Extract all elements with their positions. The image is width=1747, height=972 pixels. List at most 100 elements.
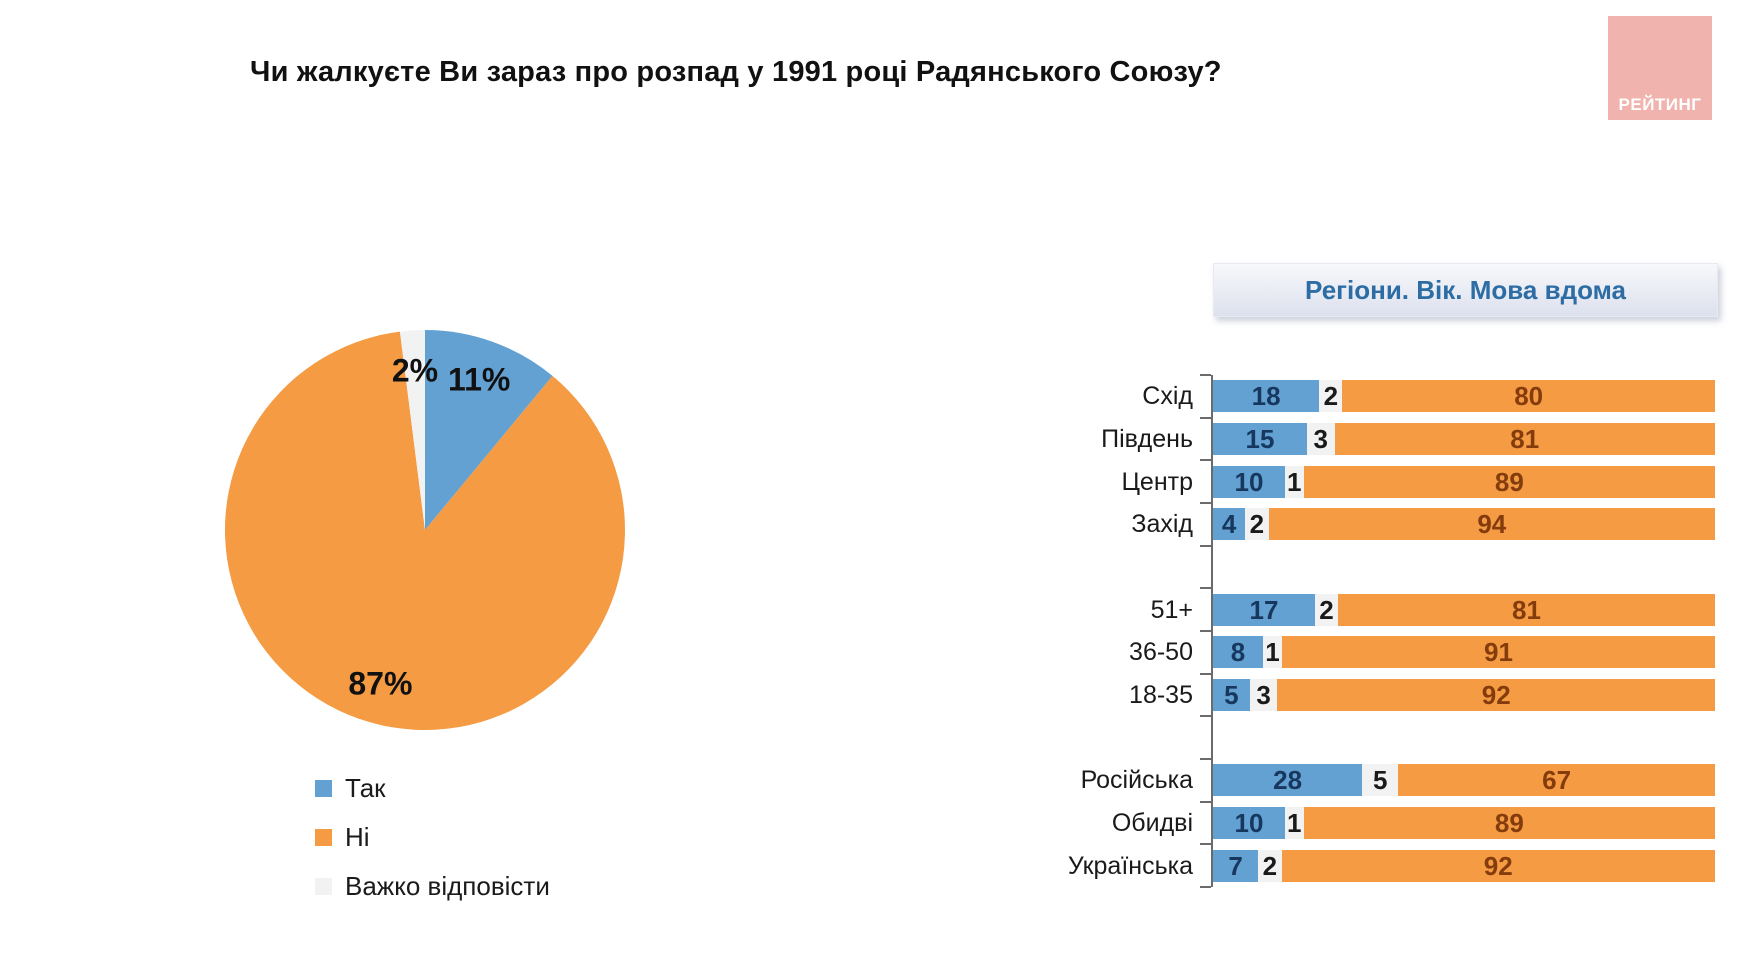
bar-value: 67	[1542, 765, 1572, 796]
bar-row: 18-35 5 3 92	[1129, 679, 1715, 711]
bar-category-label: Обидві	[1111, 809, 1193, 837]
axis-tick	[1200, 374, 1211, 376]
breakdown-header: Регіони. Вік. Мова вдома	[1213, 263, 1718, 317]
legend-label: Ні	[345, 821, 370, 852]
bar-segment: 67	[1398, 764, 1715, 797]
bar-value: 89	[1494, 466, 1524, 497]
rating-logo: РЕЙТИНГ	[1608, 16, 1712, 120]
pie-slice-label: 11%	[448, 362, 510, 398]
bar-category-label: 51+	[1150, 595, 1193, 624]
bar-segment: 3	[1307, 423, 1335, 455]
bar-row: Захід 4 2 94	[1131, 508, 1716, 541]
bar-row: Південь 15 3 81	[1101, 423, 1715, 455]
legend-label: Так	[345, 772, 386, 803]
legend-swatch	[315, 877, 332, 895]
axis-tick	[1200, 715, 1211, 718]
bar-segment: 18	[1213, 380, 1320, 413]
bar-segment: 8	[1213, 636, 1263, 669]
bar-value: 91	[1483, 637, 1513, 668]
page-title: Чи жалкуєте Ви зараз про розпад у 1991 р…	[250, 56, 1222, 88]
bar-segment: 80	[1342, 380, 1715, 413]
bar-segment: 4	[1213, 508, 1246, 541]
bar-value: 2	[1249, 509, 1265, 540]
bar-segment: 2	[1258, 849, 1282, 882]
bar-value: 81	[1510, 424, 1540, 454]
bar-value: 2	[1323, 381, 1339, 412]
axis-tick	[1200, 544, 1211, 547]
legend-swatch	[315, 828, 332, 846]
bar-value: 92	[1481, 680, 1511, 710]
bar-category-label: Захід	[1131, 510, 1193, 539]
bar-segment: 94	[1268, 508, 1716, 541]
bar-value: 18	[1251, 381, 1281, 412]
axis-tick	[1200, 800, 1211, 803]
bar-row: Центр 10 1 89	[1121, 465, 1715, 498]
bar-category-label: Українська	[1067, 851, 1193, 880]
pie-slice-1	[224, 331, 625, 731]
bar-segment: 10	[1213, 465, 1285, 498]
axis-tick	[1200, 587, 1211, 590]
pie-slice-0	[425, 330, 553, 530]
bar-segment: 17	[1213, 593, 1315, 626]
bar-value: 15	[1245, 424, 1275, 454]
bar-category-label: 36-50	[1129, 638, 1193, 667]
pie-slice-label: 2%	[392, 352, 438, 388]
axis-tick	[1200, 886, 1211, 888]
bar-value: 3	[1313, 424, 1328, 454]
bar-segment: 3	[1249, 679, 1278, 711]
bar-segment: 91	[1281, 636, 1715, 669]
bar-row: Схід 18 2 80	[1142, 380, 1715, 413]
bar-category-label: Російська	[1080, 766, 1193, 795]
rating-logo-text: РЕЙТИНГ	[1618, 95, 1702, 114]
bar-row: Обидві 10 1 89	[1112, 807, 1715, 839]
axis-tick	[1200, 416, 1211, 419]
bar-row: Українська 7 2 92	[1068, 849, 1715, 882]
legend-swatch	[315, 779, 332, 797]
axis-tick	[1200, 758, 1211, 760]
axis-tick	[1200, 843, 1211, 846]
bar-value: 1	[1265, 637, 1280, 668]
bar-value: 1	[1287, 466, 1302, 497]
bar-row: 36-50 8 1 91	[1129, 636, 1715, 669]
bar-value: 2	[1319, 594, 1334, 625]
category-axis	[1211, 375, 1213, 887]
bar-row: 51+ 17 2 81	[1151, 593, 1715, 626]
axis-tick	[1200, 502, 1211, 504]
bar-value: 81	[1512, 594, 1541, 625]
pie-slice-2	[399, 330, 425, 530]
bar-segment: 2	[1245, 508, 1269, 541]
bar-category-label: Схід	[1142, 382, 1193, 411]
bar-segment: 1	[1284, 807, 1304, 839]
axis-tick	[1200, 630, 1211, 632]
bar-value: 10	[1234, 466, 1264, 497]
bar-value: 80	[1514, 381, 1544, 412]
pie-chart: 11% 87% 2%	[224, 330, 625, 731]
axis-tick	[1200, 459, 1211, 462]
bar-value: 8	[1230, 637, 1246, 668]
bar-segment: 2	[1319, 380, 1343, 413]
bar-segment: 89	[1303, 807, 1715, 839]
bar-value: 5	[1372, 765, 1388, 796]
bar-category-label: 18-35	[1129, 681, 1193, 709]
legend-item: Так	[315, 773, 550, 803]
bar-value: 10	[1234, 808, 1264, 838]
bar-value: 4	[1221, 509, 1237, 540]
bar-segment: 2	[1314, 593, 1339, 626]
bar-segment: 5	[1213, 679, 1250, 711]
bar-row: Російська 28 5 67	[1081, 764, 1715, 797]
bar-category-label: Центр	[1121, 467, 1193, 496]
bar-value: 89	[1494, 808, 1524, 838]
bar-value: 28	[1273, 765, 1303, 796]
bar-segment: 5	[1362, 764, 1399, 797]
legend-label: Важко відповісти	[345, 870, 550, 901]
bar-segment: 92	[1281, 849, 1715, 882]
legend-item: Ні	[315, 822, 550, 852]
bar-segment: 81	[1334, 423, 1715, 455]
bar-value: 3	[1256, 680, 1271, 710]
bar-segment: 89	[1303, 465, 1715, 498]
bar-value: 94	[1477, 509, 1507, 540]
bar-value: 5	[1224, 680, 1239, 710]
axis-tick	[1200, 672, 1211, 675]
bar-segment: 7	[1213, 849, 1259, 882]
